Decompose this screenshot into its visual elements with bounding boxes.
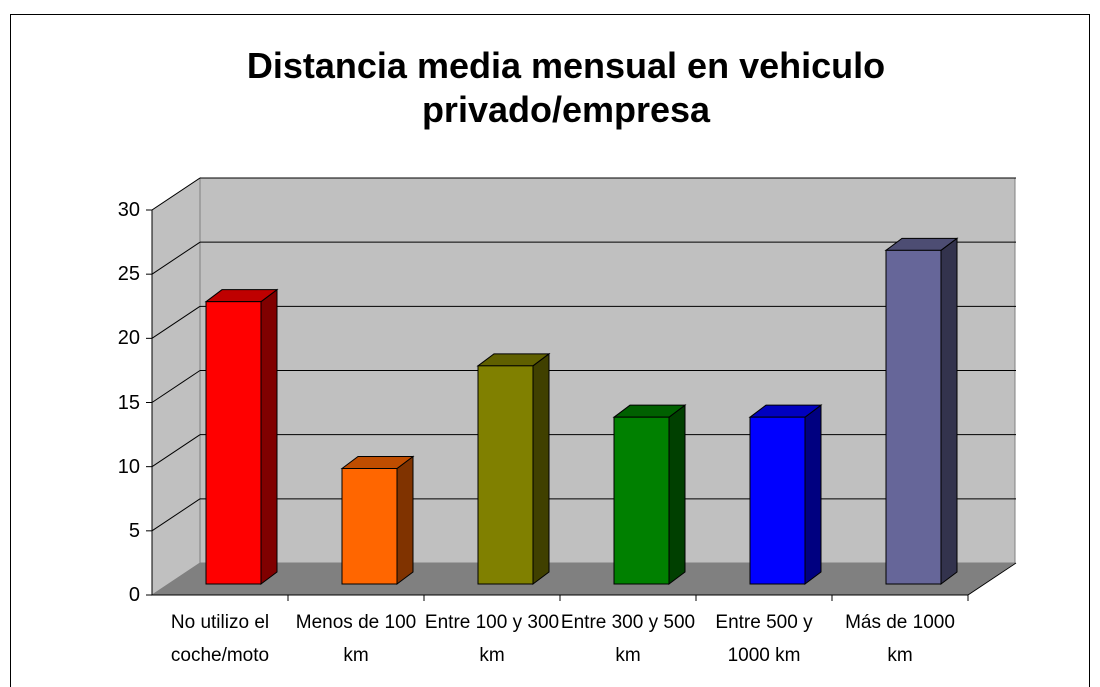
x-tick-label: No utilizo el coche/moto	[170, 612, 270, 666]
grid-line	[151, 177, 201, 211]
bar	[476, 352, 551, 585]
bar-side	[804, 404, 822, 585]
x-tick-label: Entre 100 y 300 km	[424, 612, 560, 666]
bar-side	[396, 455, 414, 585]
bar	[340, 455, 415, 585]
bar	[884, 237, 959, 585]
x-tick-label: Más de 1000 km	[845, 612, 955, 666]
x-tick-label: Entre 300 y 500 km	[560, 612, 696, 666]
bar-side	[940, 237, 958, 585]
bar	[204, 288, 279, 585]
grid-line	[151, 498, 201, 532]
bar-front	[613, 416, 670, 585]
x-tick-label: Entre 500 y 1000 km	[715, 612, 813, 666]
y-tick-label: 5	[128, 519, 140, 542]
floor-edge	[967, 562, 1017, 596]
bar-front	[885, 249, 942, 585]
grid-line	[151, 241, 201, 275]
bar	[612, 404, 687, 585]
bar-front	[477, 365, 534, 585]
y-tick-label: 25	[117, 263, 140, 286]
grid-line	[151, 370, 201, 403]
bar-front	[749, 416, 806, 585]
bar-side	[260, 288, 278, 585]
grid-line	[151, 434, 201, 468]
bar	[748, 404, 823, 585]
y-tick-label: 10	[117, 455, 140, 478]
chart-title: Distancia media mensual en vehiculo priv…	[246, 45, 886, 130]
y-tick-label: 15	[117, 391, 140, 414]
y-tick-label: 20	[117, 327, 140, 350]
bar-front	[341, 468, 398, 585]
y-tick-label: 30	[117, 199, 140, 221]
x-tick-label: Menos de 100 km	[295, 612, 417, 666]
grid-line	[151, 305, 201, 339]
bar-side	[532, 352, 550, 585]
bar-side	[668, 404, 686, 585]
chart-border	[10, 14, 1090, 687]
bar-front	[205, 301, 262, 585]
y-tick-label: 0	[128, 584, 140, 606]
